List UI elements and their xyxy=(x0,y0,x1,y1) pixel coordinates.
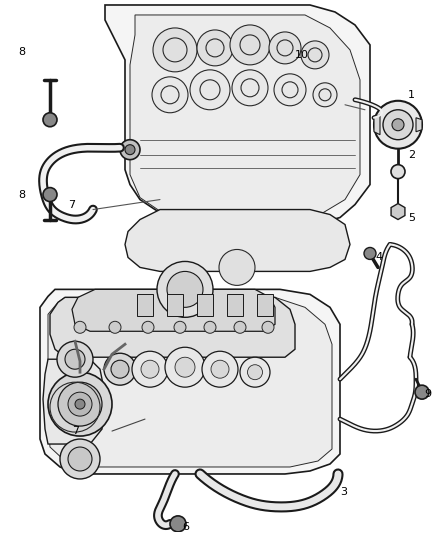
Text: 3: 3 xyxy=(340,487,347,497)
Text: 10: 10 xyxy=(295,50,309,60)
Circle shape xyxy=(132,351,168,387)
Circle shape xyxy=(43,113,57,127)
Polygon shape xyxy=(130,15,360,228)
Circle shape xyxy=(165,347,205,387)
Polygon shape xyxy=(391,204,405,220)
Circle shape xyxy=(277,40,293,56)
Circle shape xyxy=(374,101,422,149)
Circle shape xyxy=(141,360,159,378)
Circle shape xyxy=(43,188,57,201)
Text: 8: 8 xyxy=(18,190,25,199)
Circle shape xyxy=(319,89,331,101)
Circle shape xyxy=(68,447,92,471)
Circle shape xyxy=(142,321,154,333)
Circle shape xyxy=(247,365,262,379)
Circle shape xyxy=(391,165,405,179)
Text: 6: 6 xyxy=(182,522,189,532)
Circle shape xyxy=(120,140,140,160)
Circle shape xyxy=(383,110,413,140)
Circle shape xyxy=(219,249,255,285)
Circle shape xyxy=(74,321,86,333)
Text: 8: 8 xyxy=(18,47,25,57)
Circle shape xyxy=(57,341,93,377)
Circle shape xyxy=(232,70,268,106)
Circle shape xyxy=(157,261,213,317)
Circle shape xyxy=(174,321,186,333)
Text: 5: 5 xyxy=(408,213,415,223)
Circle shape xyxy=(301,41,329,69)
Circle shape xyxy=(202,351,238,387)
FancyBboxPatch shape xyxy=(197,294,213,316)
Polygon shape xyxy=(72,289,275,332)
Circle shape xyxy=(269,32,301,64)
Circle shape xyxy=(58,382,102,426)
Text: 7: 7 xyxy=(68,199,75,209)
Circle shape xyxy=(152,77,188,113)
Text: 4: 4 xyxy=(375,253,382,262)
Circle shape xyxy=(274,74,306,106)
Text: 9: 9 xyxy=(424,389,431,399)
Circle shape xyxy=(313,83,337,107)
Circle shape xyxy=(60,439,100,479)
Circle shape xyxy=(415,385,429,399)
Polygon shape xyxy=(374,115,380,135)
Circle shape xyxy=(197,30,233,66)
Polygon shape xyxy=(416,118,422,132)
Circle shape xyxy=(190,70,230,110)
Polygon shape xyxy=(105,5,370,235)
Circle shape xyxy=(65,349,85,369)
Circle shape xyxy=(392,119,404,131)
Polygon shape xyxy=(40,289,340,474)
Circle shape xyxy=(125,144,135,155)
Circle shape xyxy=(175,357,195,377)
Circle shape xyxy=(241,79,259,97)
Circle shape xyxy=(170,516,186,532)
Circle shape xyxy=(204,321,216,333)
Circle shape xyxy=(211,360,229,378)
Circle shape xyxy=(240,357,270,387)
FancyBboxPatch shape xyxy=(227,294,243,316)
Polygon shape xyxy=(50,297,295,357)
Polygon shape xyxy=(125,209,350,271)
Circle shape xyxy=(104,353,136,385)
Circle shape xyxy=(75,399,85,409)
Circle shape xyxy=(111,360,129,378)
FancyBboxPatch shape xyxy=(137,294,153,316)
Circle shape xyxy=(234,321,246,333)
Circle shape xyxy=(308,48,322,62)
Polygon shape xyxy=(43,359,105,444)
Circle shape xyxy=(109,321,121,333)
FancyBboxPatch shape xyxy=(257,294,273,316)
Polygon shape xyxy=(48,297,332,467)
Circle shape xyxy=(230,25,270,65)
Circle shape xyxy=(163,38,187,62)
Circle shape xyxy=(161,86,179,104)
Circle shape xyxy=(153,28,197,72)
Circle shape xyxy=(364,247,376,260)
Circle shape xyxy=(48,372,112,436)
FancyBboxPatch shape xyxy=(167,294,183,316)
Circle shape xyxy=(206,39,224,57)
Text: 7: 7 xyxy=(72,426,79,436)
Text: 2: 2 xyxy=(408,150,415,160)
Circle shape xyxy=(167,271,203,308)
Circle shape xyxy=(68,392,92,416)
Circle shape xyxy=(282,82,298,98)
Circle shape xyxy=(262,321,274,333)
Circle shape xyxy=(200,80,220,100)
Text: 1: 1 xyxy=(408,90,415,100)
Circle shape xyxy=(240,35,260,55)
